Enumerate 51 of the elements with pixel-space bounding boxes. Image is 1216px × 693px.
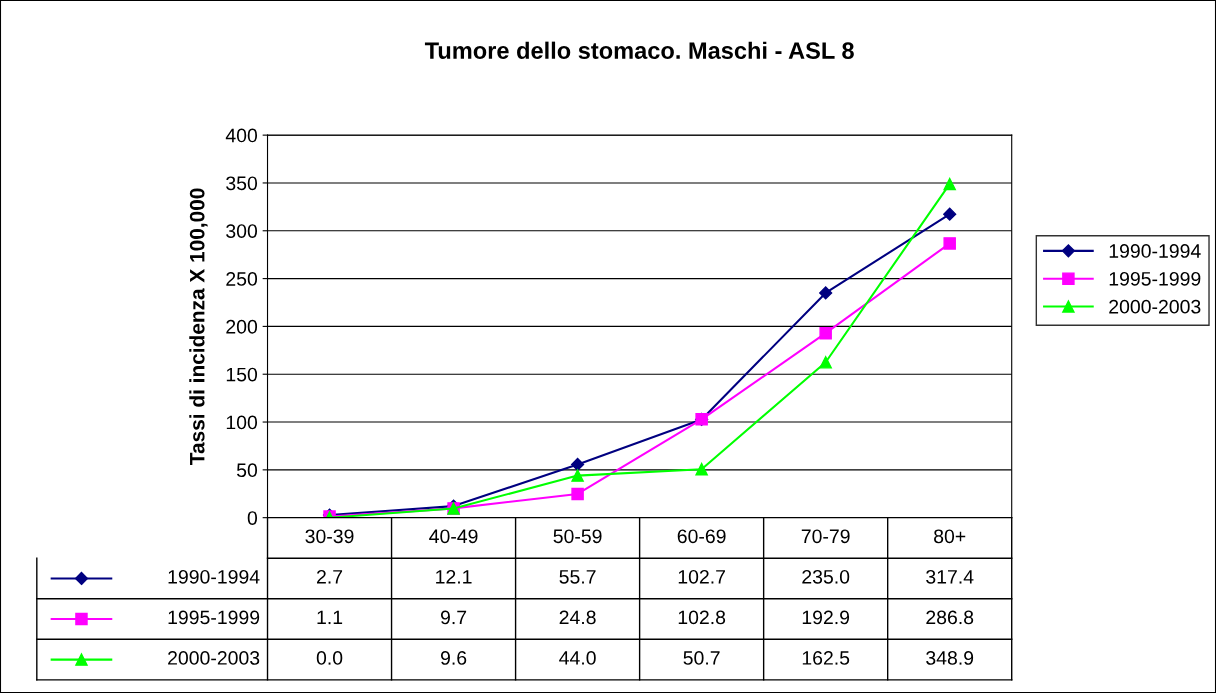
point: [571, 457, 585, 471]
point: [571, 487, 584, 501]
point: [571, 469, 584, 482]
data-label: 24.8: [559, 610, 596, 625]
data-label: 50.7: [683, 651, 720, 665]
data-label: 55.7: [559, 570, 596, 584]
point: [695, 462, 708, 476]
data-label: 9.7: [440, 610, 467, 625]
y-axis-title: Tassi di incidenza X 100,000: [189, 188, 208, 465]
data-label: 12.1: [436, 569, 472, 584]
x-tick-label: 30-39: [305, 529, 354, 544]
legend-label: 1995-1999: [1109, 271, 1201, 286]
text: 2000-2003: [168, 651, 260, 665]
legend-label: 1990-1994: [1109, 244, 1201, 258]
point: [943, 237, 956, 250]
data-label: 162.5: [802, 651, 850, 665]
point: [819, 326, 832, 340]
x-tick-label: 60-69: [677, 529, 726, 544]
data-label: 317.4: [926, 569, 974, 584]
data-label: 0.0: [316, 651, 343, 665]
data-label: 286.8: [926, 610, 974, 625]
point: [943, 207, 957, 221]
data-label: 9.6: [440, 651, 467, 665]
y-tick-label: 0: [247, 511, 258, 525]
text: 1995-1999: [168, 610, 260, 625]
chart-title: Tumore dello stomaco. Maschi - ASL 8: [424, 41, 854, 59]
data-label: 235.0: [802, 569, 850, 584]
y-tick-label: 100: [226, 415, 258, 430]
x-tick-label: 70-79: [801, 529, 850, 544]
x-tick-label: 40-49: [429, 529, 478, 544]
y-tick-label: 50: [236, 463, 258, 478]
x-tick-label: 80+: [934, 529, 966, 544]
x-tick-label: 50-59: [553, 529, 602, 544]
data-label: 1.1: [317, 610, 343, 625]
text: 1990-1994: [168, 569, 260, 584]
data-label: 102.7: [678, 569, 725, 584]
data-label: 44.0: [559, 651, 596, 665]
y-tick-label: 150: [226, 367, 258, 382]
y-tick-label: 400: [225, 128, 258, 143]
y-tick-label: 350: [226, 176, 258, 191]
legend-label: 2000-2003: [1109, 299, 1201, 314]
point: [943, 177, 956, 191]
data-label: 348.9: [926, 651, 974, 665]
y-tick-label: 250: [226, 272, 258, 286]
data-label: 192.9: [802, 610, 850, 625]
point: [819, 286, 833, 300]
y-tick-label: 300: [226, 224, 258, 239]
point: [819, 356, 832, 369]
data-label: 2.7: [317, 569, 343, 584]
y-tick-label: 200: [226, 319, 258, 334]
data-label: 102.8: [678, 610, 726, 625]
